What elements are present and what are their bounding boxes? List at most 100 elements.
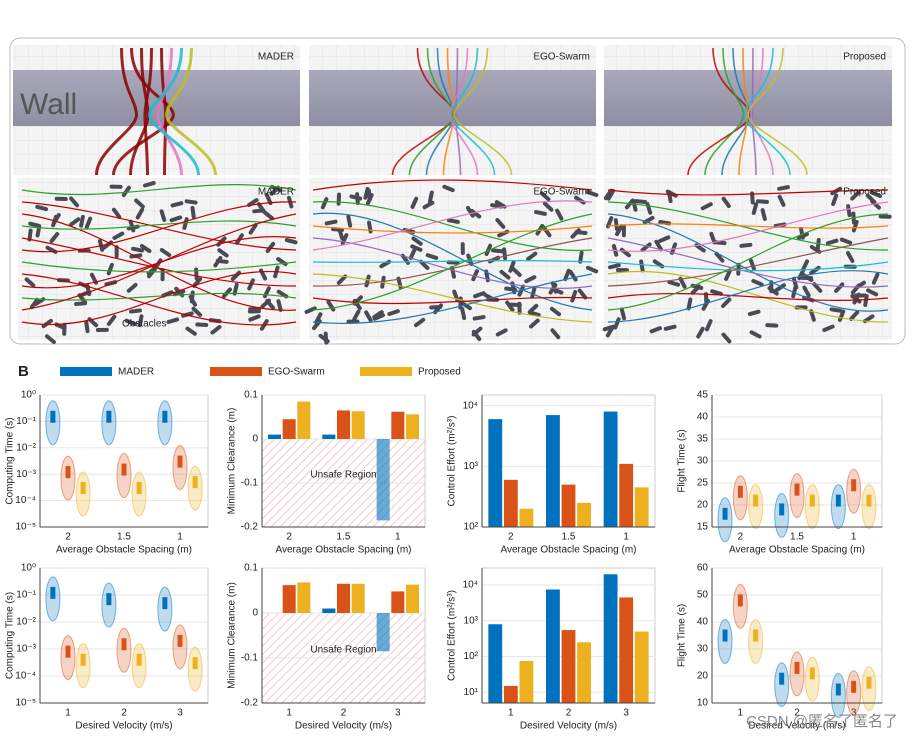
obstacle: [724, 268, 732, 281]
obstacle: [425, 253, 439, 260]
bar: [405, 414, 420, 439]
bar: [619, 463, 634, 527]
y-tick-label: 0: [252, 608, 258, 619]
trajectory: [165, 47, 217, 176]
obstacle: [615, 224, 624, 237]
obstacle: [74, 301, 88, 307]
trajectory: [607, 261, 889, 272]
y-tick-label: 10⁻¹: [16, 416, 36, 427]
trajectory: [312, 225, 593, 234]
median-box: [80, 653, 86, 666]
obstacle: [619, 247, 631, 258]
obstacle: [714, 251, 725, 263]
median-box: [136, 482, 142, 495]
trajectory: [607, 213, 889, 311]
obstacle: [535, 223, 545, 236]
legend-label: MADER: [118, 367, 154, 378]
trajectory: [453, 47, 513, 176]
trajectory: [312, 273, 593, 325]
obstacle: [324, 219, 338, 226]
y-tick-label: 10⁻²: [16, 442, 36, 453]
y-axis-label: Flight Time (s): [677, 429, 688, 492]
median-box: [722, 507, 728, 520]
bar: [391, 591, 405, 613]
median-box: [753, 629, 759, 642]
median-box: [779, 503, 785, 516]
obstacle: [387, 309, 400, 316]
median-box: [851, 680, 857, 693]
obstacle: [750, 191, 755, 205]
bar: [577, 642, 591, 703]
median-box: [809, 667, 815, 680]
trajectory: [156, 47, 183, 176]
obstacle: [747, 309, 761, 317]
obstacle: [304, 306, 317, 314]
trajectory: [607, 223, 889, 229]
obstacle: [822, 324, 835, 332]
obstacle: [134, 198, 145, 209]
obstacle: [796, 232, 809, 241]
median-box: [794, 661, 800, 674]
legend-label: Proposed: [418, 367, 461, 378]
trajectory: [143, 47, 153, 176]
obstacle: [137, 314, 144, 328]
median-box: [162, 410, 168, 423]
obstacle: [658, 235, 671, 243]
obstacle: [427, 190, 434, 204]
scene-label: EGO-Swarm: [533, 187, 590, 198]
obstacle: [555, 208, 564, 221]
scene-label: EGO-Swarm: [533, 52, 590, 63]
obstacle: [760, 208, 767, 221]
obstacle: [667, 190, 673, 204]
obstacle: [851, 219, 859, 233]
x-tick-label: 1: [65, 708, 71, 719]
obstacle: [372, 313, 386, 321]
obstacle: [121, 185, 131, 198]
obstacle: [336, 274, 348, 285]
x-tick-label: 2: [508, 532, 514, 543]
trajectory: [21, 273, 297, 326]
y-tick-label: 10⁻¹: [16, 590, 36, 601]
trajectory: [21, 220, 297, 230]
obstacle: [276, 299, 283, 312]
median-box: [136, 653, 142, 666]
trajectory: [607, 213, 889, 312]
annotation: Unsafe Region: [310, 470, 376, 481]
legend-swatch: [60, 367, 112, 376]
obstacle: [499, 269, 511, 280]
watermark: CSDN @匿名了匿名了: [746, 713, 898, 730]
trajectory: [747, 47, 808, 176]
y-tick-label: 10⁰: [21, 563, 36, 574]
obstacle: [408, 247, 417, 261]
obstacle: [326, 299, 336, 312]
obstacle: [721, 196, 731, 209]
bar: [546, 589, 560, 703]
trajectory: [129, 47, 150, 176]
obstacle: [640, 242, 652, 252]
obstacle: [410, 196, 419, 209]
obstacle: [215, 258, 229, 264]
obstacle: [853, 293, 867, 298]
obstacle: [871, 272, 880, 285]
y-tick-label: 10⁻⁴: [15, 495, 36, 506]
trajectory: [312, 273, 593, 323]
x-axis-label: Desired Velocity (m/s): [295, 721, 392, 732]
bar: [619, 597, 634, 703]
obstacle: [751, 202, 759, 215]
x-tick-label: 2: [794, 708, 800, 719]
obstacle: [809, 265, 821, 275]
violin-body: [131, 471, 147, 517]
obstacle: [749, 330, 762, 339]
obstacle: [870, 199, 881, 210]
obstacle: [721, 297, 732, 308]
obstacle: [84, 216, 93, 229]
bar: [282, 585, 296, 613]
bar: [297, 582, 311, 613]
obstacle: [686, 297, 693, 311]
x-tick-label: 2: [341, 708, 347, 719]
median-box: [192, 476, 198, 489]
obstacle: [248, 223, 258, 235]
obstacle: [263, 210, 275, 221]
obstacle: [526, 251, 538, 262]
obstacle: [549, 306, 562, 317]
